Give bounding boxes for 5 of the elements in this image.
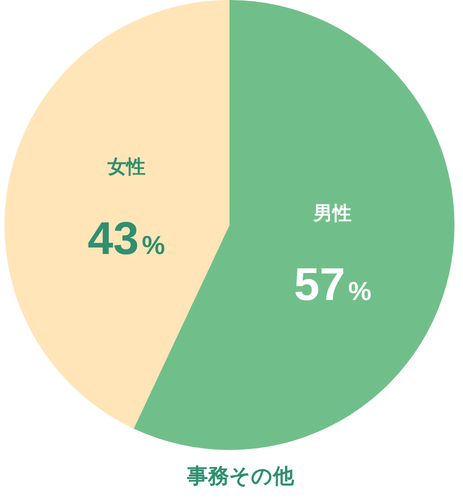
data-label: 57%: [294, 258, 372, 310]
data-label: 43%: [88, 212, 165, 264]
slice-label: 女性: [106, 157, 146, 178]
text: 事務その他: [186, 464, 296, 490]
slice-label: 男性: [312, 203, 352, 224]
